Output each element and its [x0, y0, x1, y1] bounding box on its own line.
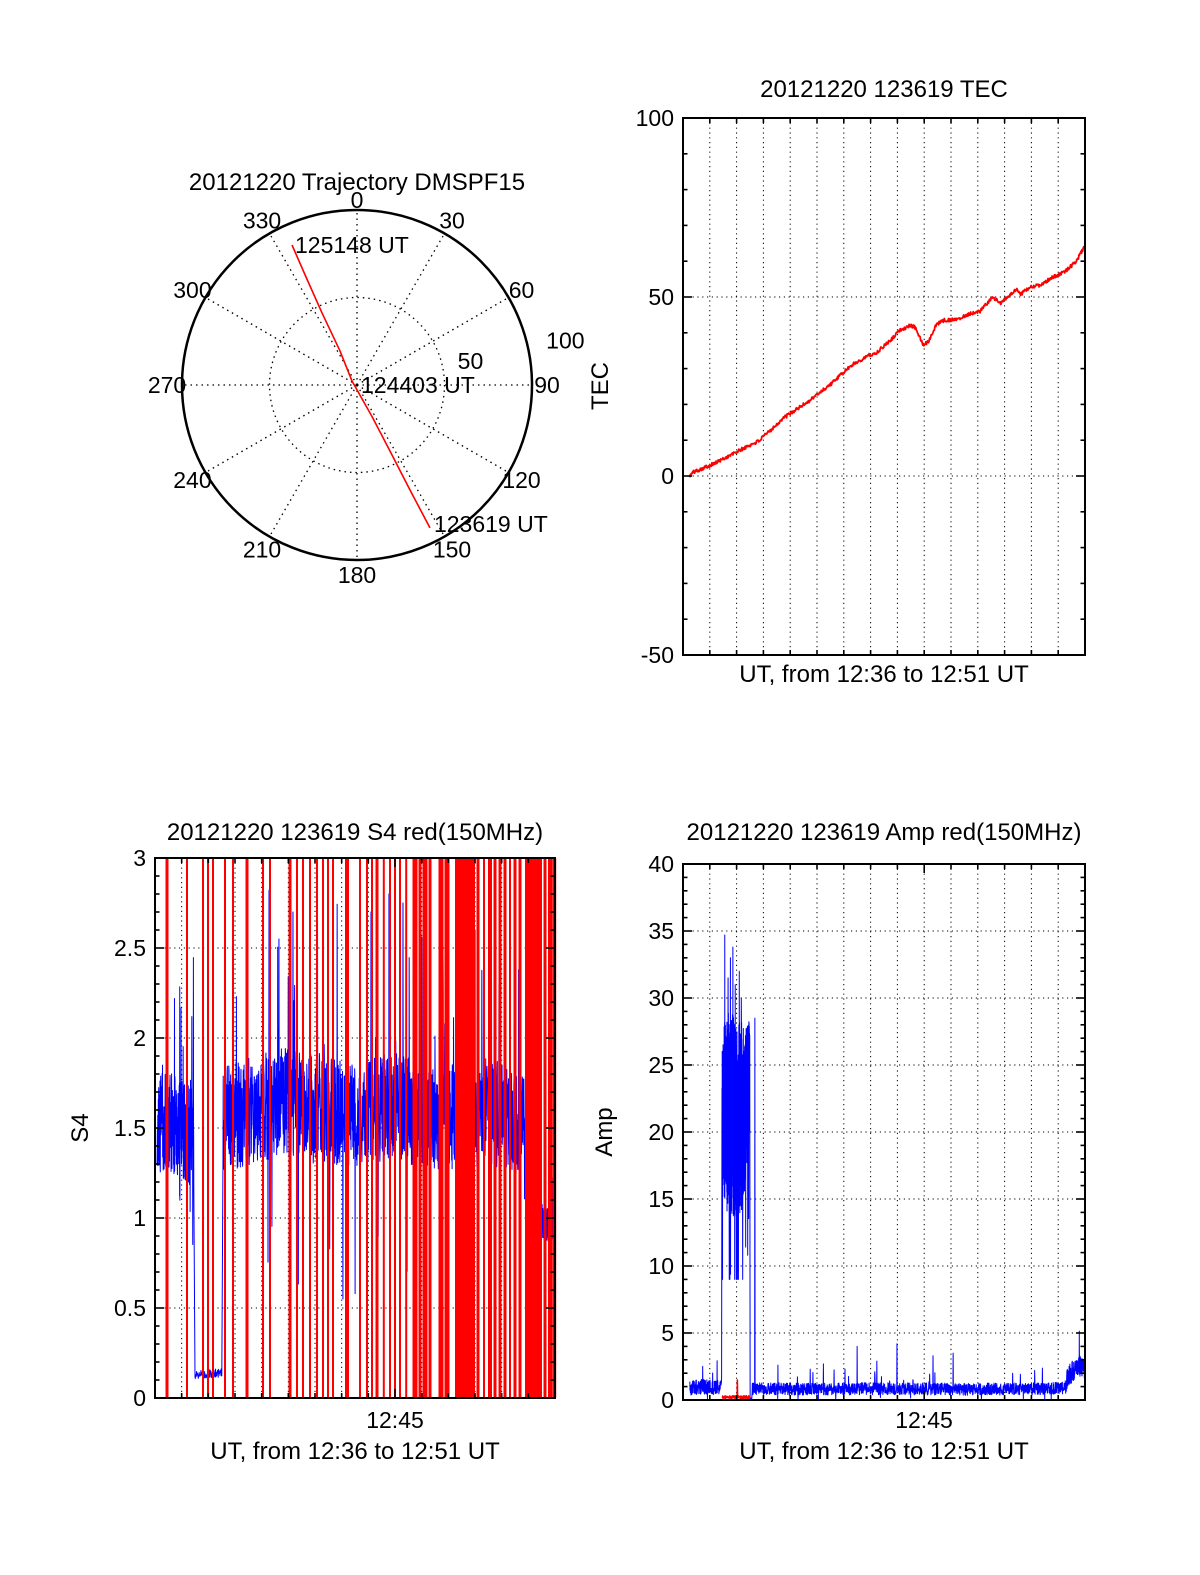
amp-y-tick-label: 25: [648, 1052, 674, 1078]
amp-y-tick-label: 15: [648, 1186, 674, 1212]
polar-title: 20121220 Trajectory DMSPF15: [189, 169, 525, 196]
amp-x-tick-label: 12:45: [895, 1407, 953, 1433]
polar-azimuth-label: 60: [509, 277, 535, 303]
polar-azimuth-label: 180: [338, 562, 376, 588]
s4-plot-area: 0 0.5 1 1.5 2 2.5 3: [114, 845, 557, 1411]
polar-radial-label: 50: [458, 348, 484, 374]
amp-y-tick-label: 35: [648, 918, 674, 944]
amp-y-tick-label: 20: [648, 1119, 674, 1145]
polar-time-annotation: 124403 UT: [361, 372, 475, 398]
tec-plot-border: [682, 117, 1086, 656]
polar-spoke: [268, 384, 358, 537]
polar-azimuth-label: 330: [243, 207, 281, 233]
polar-azimuth-label: 240: [173, 467, 211, 493]
polar-azimuth-label: 150: [433, 537, 471, 563]
tec-x-axis-label: UT, from 12:36 to 12:51 UT: [739, 661, 1029, 688]
polar-azimuth-label: 90: [534, 372, 560, 398]
tec-y-tick-label: 0: [661, 463, 674, 489]
tec-y-tick-label: 50: [648, 284, 674, 310]
tec-y-tick-label: -50: [641, 642, 674, 668]
polar-grid: [180, 208, 534, 562]
polar-azimuth-label: 30: [439, 207, 465, 233]
amp-y-tick-label: 10: [648, 1253, 674, 1279]
polar-azimuth-label: 270: [148, 372, 186, 398]
amp-panel: 0 5 10 15 20 25 30 35 40 20121220 123619 Amp red…: [591, 819, 1086, 1465]
amp-ticks: [683, 863, 1085, 1401]
s4-x-axis-label: UT, from 12:36 to 12:51 UT: [210, 1438, 500, 1465]
polar-time-annotation: 123619 UT: [434, 511, 548, 537]
amp-blue-series-line: [689, 934, 1086, 1400]
s4-blue-series-line: [156, 884, 556, 1380]
tec-grid: [683, 118, 1085, 655]
tec-plot-area: -50 0 50 100: [636, 105, 1086, 668]
amp-y-tick-label: 30: [648, 985, 674, 1011]
polar-spoke: [205, 384, 358, 474]
amp-y-tick-label: 0: [661, 1387, 674, 1413]
s4-y-tick-label: 3: [133, 845, 146, 871]
s4-y-tick-label: 2: [133, 1025, 146, 1051]
s4-red-event-lines: [154, 858, 557, 1398]
tec-ticks: [683, 117, 1085, 656]
amp-grid: [683, 864, 1085, 1400]
polar-azimuth-label: 300: [173, 277, 211, 303]
polar-spoke: [356, 384, 446, 537]
s4-title: 20121220 123619 S4 red(150MHz): [167, 819, 543, 846]
polar-azimuth-label: 120: [502, 467, 540, 493]
polar-radial-label: 100: [546, 328, 584, 354]
amp-y-tick-label: 5: [661, 1320, 674, 1346]
s4-panel: 0 0.5 1 1.5 2 2.5 3 20121220 123619 S4 red(150…: [67, 819, 557, 1465]
tec-y-tick-label: 100: [636, 105, 674, 131]
s4-y-tick-label: 2.5: [114, 935, 146, 961]
polar-inner-circle: [268, 296, 446, 474]
polar-azimuth-label: 0: [351, 187, 364, 213]
polar-spoke: [356, 384, 509, 474]
amp-title: 20121220 123619 Amp red(150MHz): [687, 819, 1082, 846]
polar-time-annotation: 125148 UT: [295, 232, 409, 258]
polar-trajectory-line: [291, 244, 431, 529]
tec-panel: -50 0 50 100 20121220 123619 TEC TEC UT, fr…: [587, 76, 1086, 688]
s4-x-tick-label: 12:45: [366, 1407, 424, 1433]
polar-trajectory-panel: 0 30 60 90 120 150 180 210 240 270 300 330 50 100 1236…: [148, 169, 585, 588]
s4-ticks: [155, 857, 555, 1399]
polar-plot-area: 0 30 60 90 120 150 180 210 240 270 300 330 50 100 1236…: [148, 187, 585, 588]
polar-azimuth-label: 210: [243, 537, 281, 563]
tec-series-line: [688, 245, 1085, 478]
amp-y-tick-label: 40: [648, 851, 674, 877]
amp-y-axis-label: Amp: [591, 1107, 618, 1156]
tec-y-axis-label: TEC: [587, 362, 614, 410]
s4-y-axis-label: S4: [67, 1113, 94, 1142]
amp-x-axis-label: UT, from 12:36 to 12:51 UT: [739, 1438, 1029, 1465]
tec-title: 20121220 123619 TEC: [760, 76, 1008, 103]
amp-plot-area: 0 5 10 15 20 25 30 35 40: [648, 851, 1086, 1413]
s4-y-tick-label: 1: [133, 1205, 146, 1231]
s4-y-tick-label: 0.5: [114, 1295, 146, 1321]
s4-y-tick-label: 1.5: [114, 1115, 146, 1141]
polar-outer-circle: [180, 208, 534, 562]
s4-y-tick-label: 0: [133, 1385, 146, 1411]
